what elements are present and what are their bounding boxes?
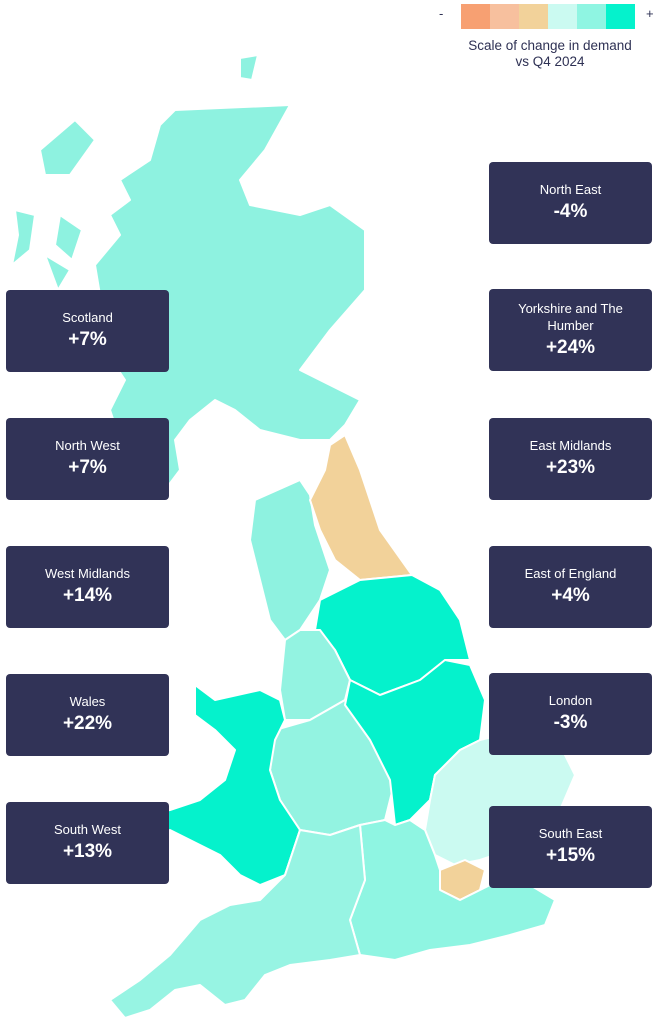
card-east-midlands[interactable]: East Midlands +23% (489, 418, 652, 500)
region-name: East Midlands (530, 437, 612, 454)
card-yorkshire[interactable]: Yorkshire and The Humber +24% (489, 289, 652, 371)
legend-swatch (519, 4, 548, 29)
card-wales[interactable]: Wales +22% (6, 674, 169, 756)
region-value: +13% (63, 839, 112, 865)
region-name: London (549, 692, 592, 709)
legend-swatch (606, 4, 635, 29)
region-value: +7% (68, 455, 107, 481)
region-value: -4% (554, 199, 588, 225)
legend-color-scale (461, 4, 635, 29)
region-value: -3% (554, 710, 588, 736)
card-north-east[interactable]: North East -4% (489, 162, 652, 244)
region-value: +22% (63, 711, 112, 737)
region-value: +23% (546, 455, 595, 481)
region-name: East of England (525, 565, 617, 582)
card-london[interactable]: London -3% (489, 673, 652, 755)
region-value: +14% (63, 583, 112, 609)
region-name: South East (539, 825, 603, 842)
region-value: +24% (546, 335, 595, 361)
legend-swatch (548, 4, 577, 29)
region-value: +4% (551, 583, 590, 609)
legend-swatch (577, 4, 606, 29)
legend-plus-label: + (646, 6, 654, 21)
legend-swatch (461, 4, 490, 29)
card-south-west[interactable]: South West +13% (6, 802, 169, 884)
region-value: +7% (68, 327, 107, 353)
region-name: South West (54, 821, 121, 838)
legend: - + Scale of change in demand vs Q4 2024 (430, 0, 663, 80)
region-name: Scotland (62, 309, 113, 326)
region-name: Yorkshire and The Humber (506, 300, 636, 334)
legend-title: Scale of change in demand vs Q4 2024 (460, 38, 640, 70)
region-name: North East (540, 181, 601, 198)
region-name: North West (55, 437, 120, 454)
card-scotland[interactable]: Scotland +7% (6, 290, 169, 372)
card-north-west[interactable]: North West +7% (6, 418, 169, 500)
card-west-midlands[interactable]: West Midlands +14% (6, 546, 169, 628)
legend-swatch (490, 4, 519, 29)
legend-minus-label: - (439, 6, 443, 21)
card-east-of-england[interactable]: East of England +4% (489, 546, 652, 628)
region-value: +15% (546, 843, 595, 869)
region-name: West Midlands (45, 565, 130, 582)
region-name: Wales (70, 693, 106, 710)
card-south-east[interactable]: South East +15% (489, 806, 652, 888)
